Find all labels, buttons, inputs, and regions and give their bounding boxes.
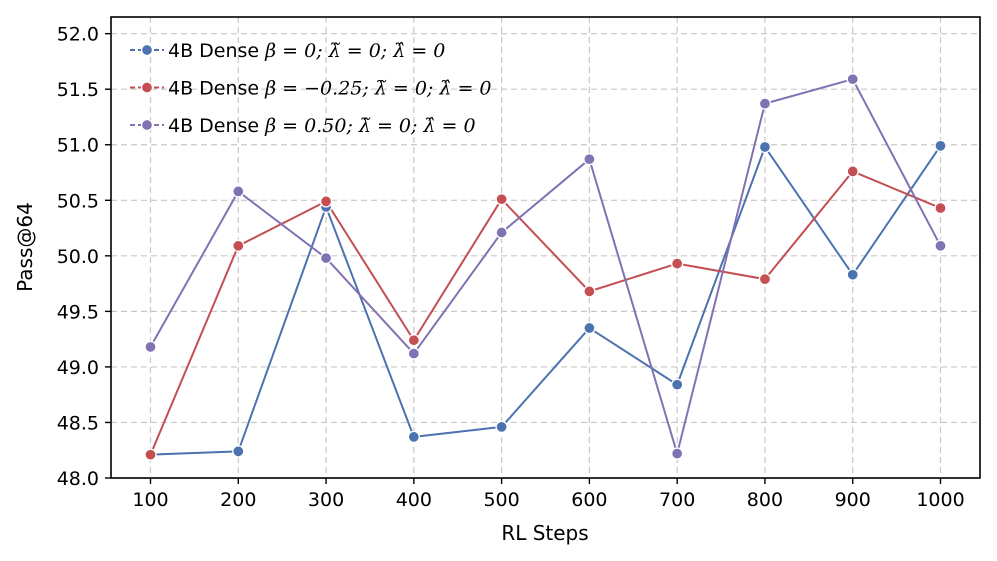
series-3-point [758, 97, 772, 110]
y-tick-label: 51.0 [57, 135, 99, 157]
series-1-point [495, 420, 508, 434]
y-tick-label: 48.0 [57, 468, 99, 490]
series-points [144, 73, 947, 461]
series-2-point [144, 448, 157, 461]
series-3-point [232, 185, 245, 198]
legend-math: β = 0; λ̃ = 0; λ̂ = 0 [264, 40, 445, 62]
series-2-point [319, 195, 333, 208]
x-tick-label: 300 [308, 489, 344, 511]
x-tick-label: 600 [571, 489, 607, 511]
legend-item-2: 4B Dense β = −0.25; λ̃ = 0; λ̂ = 0 [130, 78, 492, 100]
y-tick-label: 50.5 [57, 190, 99, 212]
x-axis-ticks: 100 200 300 400 500 600 700 800 900 1000 [132, 478, 965, 511]
y-tick-label: 48.5 [57, 412, 99, 434]
series-line-3 [149, 78, 942, 455]
series-line-1 [150, 145, 942, 456]
x-tick-label: 1000 [916, 489, 964, 511]
series-2-point [758, 273, 772, 286]
series-1-point [583, 321, 596, 335]
series-3-point [319, 251, 333, 265]
series-1-point [758, 140, 772, 154]
legend-label: 4B Dense β = −0.25; λ̃ = 0; λ̂ = 0 [168, 78, 492, 100]
series-2-point [934, 201, 947, 215]
y-tick-label: 51.5 [57, 79, 99, 101]
y-tick-label: 52.0 [57, 24, 99, 46]
series-1-point [232, 445, 245, 458]
legend-math: β = −0.25; λ̃ = 0; λ̂ = 0 [264, 78, 491, 100]
x-axis-title: RL Steps [501, 521, 588, 545]
series-3-point [846, 73, 859, 86]
series-1-point [407, 430, 420, 444]
series-3-point [495, 226, 508, 239]
y-tick-label: 50.0 [57, 246, 99, 268]
x-tick-label: 700 [659, 489, 695, 511]
y-axis-ticks: 48.0 48.5 49.0 49.5 50.0 50.5 51.0 51.5 52.0 [57, 24, 111, 490]
legend: 4B Dense β = 0; λ̃ = 0; λ̂ = 0 4B Dense β… [130, 40, 492, 137]
series-lines [149, 78, 942, 456]
x-tick-label: 100 [132, 489, 168, 511]
y-axis-title: Pass@64 [13, 202, 37, 292]
y-tick-label: 49.5 [57, 301, 99, 323]
series-2-point [495, 193, 508, 206]
series-2-point [846, 165, 859, 178]
legend-math: β = 0.50; λ̃ = 0; λ̂ = 0 [264, 115, 475, 137]
x-tick-label: 900 [835, 489, 871, 511]
legend-marker [140, 81, 154, 94]
series-2-point [671, 257, 684, 270]
series-3-point [407, 347, 420, 360]
x-tick-label: 500 [483, 489, 519, 511]
legend-item-3: 4B Dense β = 0.50; λ̃ = 0; λ̂ = 0 [130, 115, 476, 137]
y-tick-label: 49.0 [57, 357, 99, 379]
series-2-point [232, 239, 245, 252]
x-tick-label: 400 [396, 489, 432, 511]
legend-marker [140, 118, 154, 132]
legend-marker [140, 43, 154, 57]
series-1-point [934, 139, 947, 153]
series-3-point [583, 153, 596, 166]
legend-label: 4B Dense β = 0.50; λ̃ = 0; λ̂ = 0 [168, 115, 476, 137]
x-tick-label: 800 [747, 489, 783, 511]
legend-item-1: 4B Dense β = 0; λ̃ = 0; λ̂ = 0 [130, 40, 445, 62]
legend-label: 4B Dense β = 0; λ̃ = 0; λ̂ = 0 [168, 40, 445, 62]
series-3-point [934, 239, 947, 252]
series-1-point [846, 268, 859, 281]
series-3-point [144, 340, 157, 354]
x-tick-label: 200 [220, 489, 256, 511]
series-2-point [407, 334, 420, 347]
series-3-point [671, 447, 684, 460]
plot-frame [110, 16, 981, 479]
series-2-point [583, 285, 596, 298]
series-1-point [671, 378, 684, 391]
